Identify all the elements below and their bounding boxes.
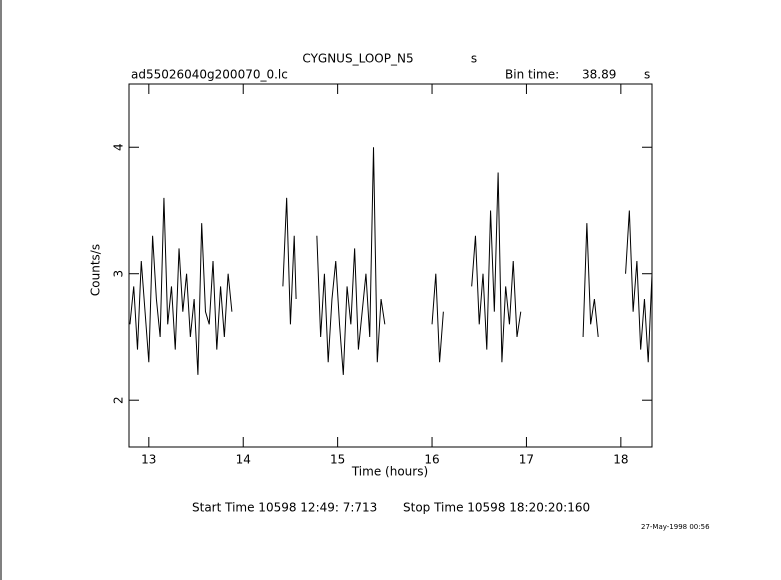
x-tick-label: 18	[613, 453, 628, 467]
x-tick-label: 13	[141, 453, 156, 467]
stop-time: Stop Time 10598 18:20:20:160	[403, 501, 590, 515]
y-tick-label: 2	[112, 396, 126, 404]
start-time: Start Time 10598 12:49: 7:713	[192, 501, 377, 515]
x-axis-label: Time (hours)	[351, 465, 428, 479]
y-tick-label: 4	[112, 143, 126, 151]
x-tick-label: 15	[330, 453, 345, 467]
date-stamp: 27-May-1998 00:56	[641, 523, 710, 531]
y-tick-label: 3	[112, 270, 126, 278]
bin-time: 38.89	[582, 68, 616, 82]
file-name: ad55026040g200070_0.lc	[131, 68, 288, 82]
title-unit: s	[471, 52, 477, 66]
bin-time-unit: s	[644, 68, 650, 82]
x-tick-label: 14	[236, 453, 251, 467]
x-tick-label: 16	[424, 453, 439, 467]
bin-time-label: Bin time:	[505, 68, 559, 82]
x-tick-label: 17	[519, 453, 534, 467]
y-axis-label: Counts/s	[89, 244, 103, 296]
plot-frame	[128, 83, 653, 448]
light-curve	[129, 147, 653, 375]
chart-title: CYGNUS_LOOP_N5	[302, 52, 413, 66]
